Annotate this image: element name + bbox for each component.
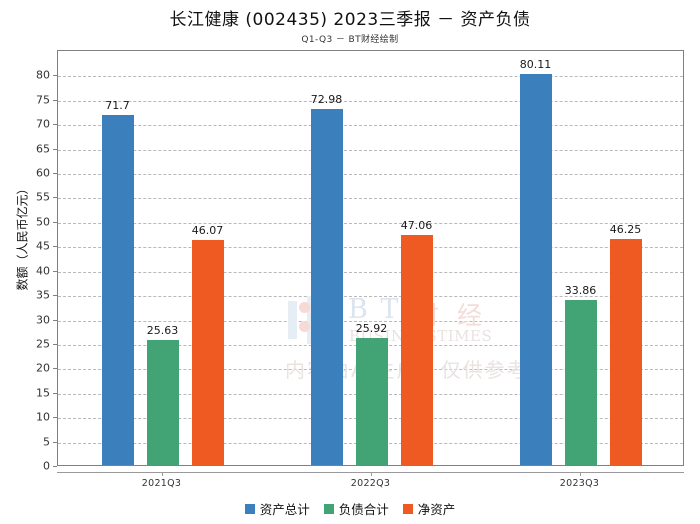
- gridline: [58, 320, 683, 322]
- bar-3-group-2[interactable]: 47.06: [400, 219, 433, 465]
- y-tick-mark: [53, 343, 57, 345]
- gridline: [58, 198, 683, 200]
- y-tick-label: 70: [36, 117, 50, 131]
- bar-3-group-1[interactable]: 46.07: [191, 224, 224, 465]
- bar-1-group-3[interactable]: 80.11: [519, 58, 552, 465]
- y-tick-label: 0: [43, 459, 50, 473]
- y-tick-mark: [53, 441, 57, 443]
- bar-value-label: 46.07: [191, 224, 224, 238]
- gridline: [58, 174, 683, 176]
- y-tick-mark: [53, 246, 57, 248]
- y-tick-label: 50: [36, 215, 50, 229]
- bar-1-group-1[interactable]: 71.7: [101, 99, 134, 465]
- y-tick-label: 5: [43, 435, 50, 449]
- legend-swatch-icon: [244, 503, 255, 514]
- x-tick-label: 2022Q3: [350, 478, 391, 489]
- bar-value-label: 72.98: [310, 92, 343, 106]
- bar-value-label: 25.63: [146, 323, 179, 337]
- bar-3-group-3[interactable]: 46.25: [609, 223, 642, 465]
- y-tick-mark: [53, 417, 57, 419]
- bar-2-group-1[interactable]: 25.63: [146, 324, 179, 465]
- y-tick-mark: [53, 270, 57, 272]
- y-tick-label: 75: [36, 93, 50, 107]
- y-tick-mark: [53, 392, 57, 394]
- legend-item-1[interactable]: 资产总计: [244, 499, 310, 518]
- bar-1-group-2[interactable]: 72.98: [310, 93, 343, 465]
- gridline: [58, 222, 683, 224]
- gridline: [58, 296, 683, 298]
- chart-legend: 资产总计 负债合计 净资产: [0, 499, 700, 518]
- legend-label: 负债合计: [338, 502, 389, 517]
- x-tick-mark: [579, 472, 581, 476]
- plot-area: B T 财 经 BUSINESSTIMES 内容由AI生成，仅供参考 71.72…: [57, 50, 684, 466]
- y-tick-label: 30: [36, 313, 50, 327]
- y-tick-label: 10: [36, 410, 50, 424]
- y-tick-mark: [53, 148, 57, 150]
- legend-item-3[interactable]: 净资产: [402, 499, 456, 518]
- bar-value-label: 80.11: [519, 57, 552, 71]
- chart-subtitle: Q1-Q3 － BT财经绘制: [301, 35, 399, 45]
- y-tick-mark: [53, 99, 57, 101]
- legend-swatch-icon: [402, 503, 413, 514]
- x-tick-mark: [370, 472, 372, 476]
- y-axis-labels: 0 5 10 15 20 25 30 35 40 45 50 55 60 65 70 75 80: [0, 50, 50, 473]
- chart-title: 长江健康 (002435) 2023三季报 － 资产负债: [169, 10, 531, 30]
- y-tick-label: 55: [36, 190, 50, 204]
- y-tick-label: 40: [36, 264, 50, 278]
- y-tick-label: 45: [36, 239, 50, 253]
- y-tick-mark: [53, 368, 57, 370]
- gridline: [58, 271, 683, 273]
- y-tick-label: 25: [36, 337, 50, 351]
- y-tick-mark: [53, 124, 57, 126]
- y-tick-mark: [53, 197, 57, 199]
- bar-value-label: 47.06: [400, 219, 433, 233]
- bar-series-container: 71.7 25.63 46.07 72.98 25.92 47.06 80.11 33.86 4…: [58, 51, 683, 465]
- x-tick-label: 2021Q3: [141, 478, 182, 489]
- y-tick-mark: [53, 319, 57, 321]
- gridline: [58, 76, 683, 78]
- legend-swatch-icon: [323, 503, 334, 514]
- y-tick-label: 35: [36, 288, 50, 302]
- legend-label: 资产总计: [259, 502, 310, 517]
- bar-value-label: 46.25: [609, 223, 642, 237]
- bar-value-label: 33.86: [564, 283, 597, 297]
- y-tick-mark: [53, 221, 57, 223]
- legend-label: 净资产: [417, 502, 456, 517]
- legend-item-2[interactable]: 负债合计: [323, 499, 389, 518]
- gridline: [58, 125, 683, 127]
- y-tick-mark: [53, 295, 57, 297]
- x-tick-mark: [161, 472, 163, 476]
- y-tick-label: 80: [36, 68, 50, 82]
- bar-2-group-2[interactable]: 25.92: [355, 322, 388, 465]
- y-tick-label: 20: [36, 361, 50, 375]
- y-tick-label: 65: [36, 142, 50, 156]
- bar-value-label: 25.92: [355, 322, 388, 336]
- bar-2-group-3[interactable]: 33.86: [564, 284, 597, 465]
- y-tick-mark: [53, 466, 57, 467]
- gridline: [58, 100, 683, 102]
- bar-value-label: 71.7: [105, 98, 130, 112]
- y-tick-label: 15: [36, 386, 50, 400]
- gridline: [58, 247, 683, 249]
- x-tick-label: 2023Q3: [559, 478, 600, 489]
- y-tick-mark: [53, 173, 57, 175]
- y-tick-label: 60: [36, 166, 50, 180]
- gridline: [58, 149, 683, 151]
- y-tick-mark: [53, 75, 57, 77]
